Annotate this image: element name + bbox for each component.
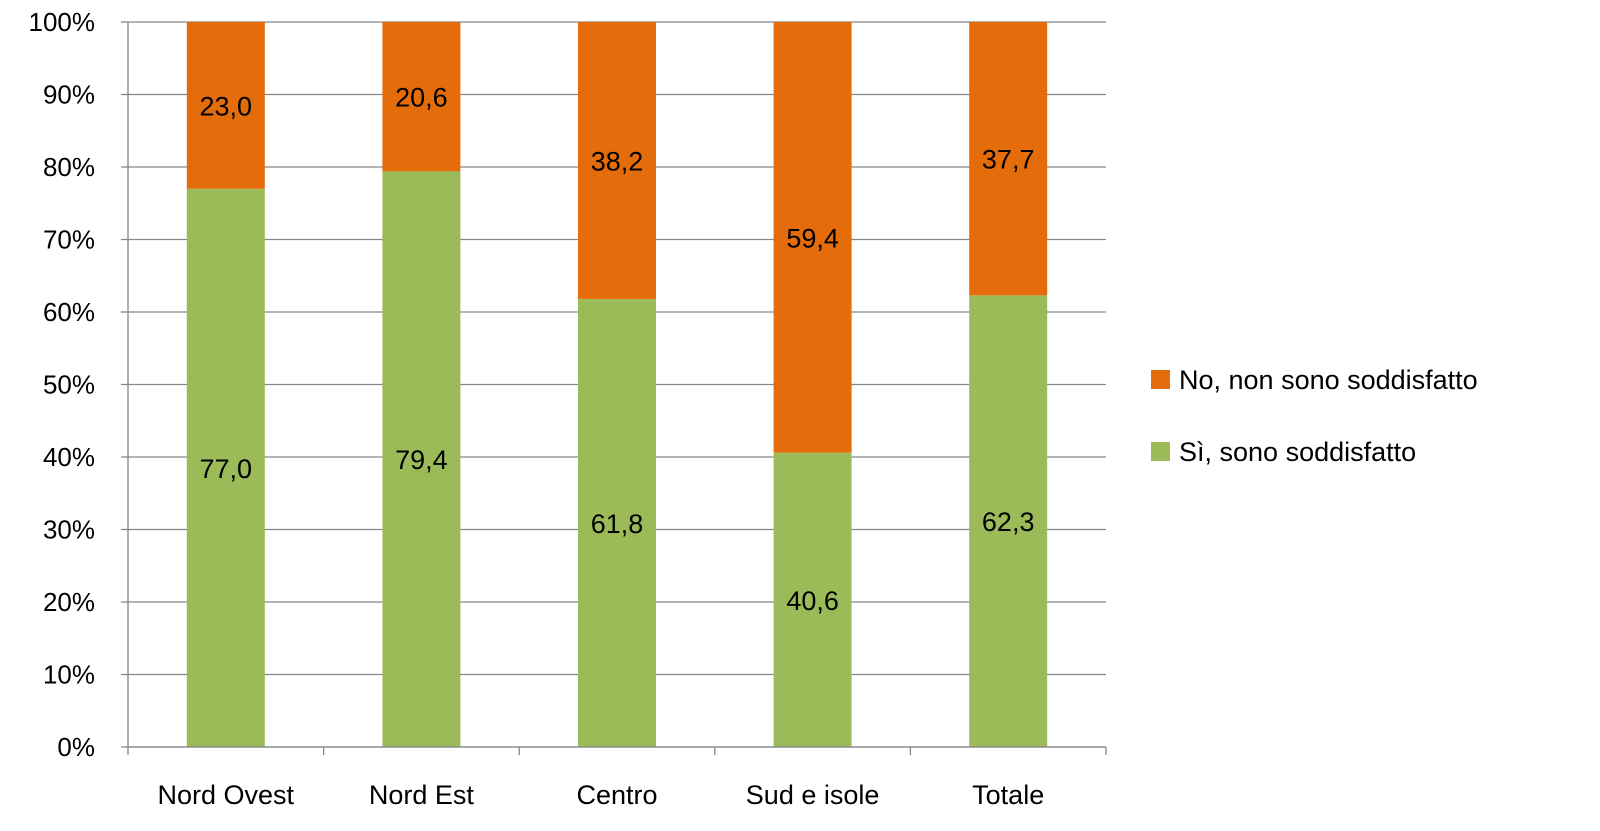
legend-swatch (1151, 442, 1170, 461)
bar-segment (578, 298, 656, 747)
y-tick-label: 50% (43, 370, 95, 400)
x-category-label: Totale (972, 780, 1044, 810)
data-label: 37,7 (982, 145, 1035, 175)
axes: 0% 10% 20% 30% 40% 50% 60% 70% 80% 90% 100% Nord Ov… (29, 7, 1107, 810)
y-tick-label: 90% (43, 80, 95, 110)
bar-segment (578, 22, 656, 299)
data-label: 20,6 (395, 83, 448, 113)
y-tick-label: 100% (29, 7, 96, 37)
legend-label: Sì, sono soddisfatto (1179, 437, 1416, 467)
bar-segment (186, 22, 265, 189)
data-label: 79,4 (395, 445, 448, 475)
legend-swatch (1151, 370, 1170, 389)
x-category-label: Nord Ovest (158, 780, 295, 810)
bar-segment (773, 452, 852, 747)
bar-segment (773, 22, 852, 453)
y-tick-label: 60% (43, 297, 95, 327)
y-tick-label: 30% (43, 515, 95, 545)
x-category-label: Nord Est (369, 780, 475, 810)
y-tick-label: 0% (57, 732, 95, 762)
bar-segment (186, 188, 265, 747)
bar-segment (382, 22, 461, 172)
data-label: 23,0 (200, 91, 253, 121)
y-tick-label: 80% (43, 152, 95, 182)
y-tick-label: 40% (43, 442, 95, 472)
data-label: 40,6 (786, 586, 839, 616)
data-label: 38,2 (591, 146, 644, 176)
bar-segment (969, 295, 1048, 747)
y-tick-label: 10% (43, 660, 95, 690)
y-tick-label: 20% (43, 587, 95, 617)
data-label: 59,4 (786, 223, 839, 253)
bar-segment (969, 22, 1048, 296)
data-label: 61,8 (591, 509, 644, 539)
legend-label: No, non sono soddisfatto (1179, 365, 1478, 395)
data-labels: 77,0 23,0 79,4 20,6 61,8 38,2 40,6 59,4 62,3 37,7 (200, 83, 1035, 616)
legend: No, non sono soddisfatto Sì, sono soddisf… (1151, 365, 1478, 467)
bar-segment (382, 171, 461, 748)
x-category-label: Sud e isole (746, 780, 880, 810)
y-tick-label: 70% (43, 225, 95, 255)
data-label: 62,3 (982, 507, 1035, 537)
x-category-label: Centro (576, 780, 657, 810)
data-label: 77,0 (200, 454, 253, 484)
bars (186, 22, 1048, 748)
